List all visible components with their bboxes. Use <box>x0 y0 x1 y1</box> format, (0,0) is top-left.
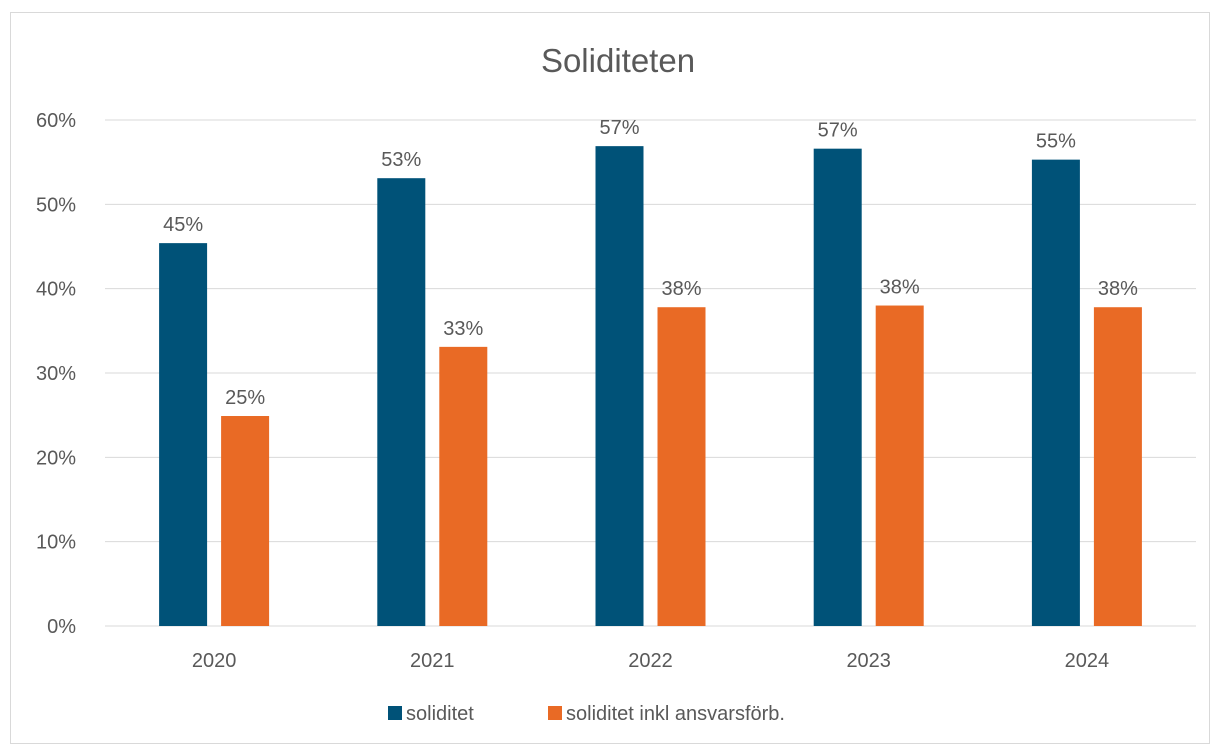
legend-label: soliditet <box>406 703 474 725</box>
bar-soliditet-inkl-2023 <box>875 305 924 626</box>
data-label: 55% <box>1036 131 1076 153</box>
bar-soliditet-inkl-2020 <box>221 416 270 626</box>
data-label: 38% <box>880 277 920 299</box>
bar-soliditet-2021 <box>377 178 426 626</box>
y-tick-label: 50% <box>36 194 76 216</box>
chart-title: Soliditeten <box>541 42 695 79</box>
y-tick-label: 0% <box>47 616 76 638</box>
data-label: 38% <box>1098 278 1138 300</box>
x-tick-label: 2024 <box>1065 650 1110 672</box>
bar-soliditet-inkl-2022 <box>657 307 706 626</box>
legend-label: soliditet inkl ansvarsförb. <box>566 703 785 725</box>
bar-series <box>159 146 1142 627</box>
y-axis-tick-labels: 0% 10% 20% 30% 40% 50% 60% <box>36 110 76 638</box>
x-axis-tick-labels: 2020 2021 2022 2023 2024 <box>192 650 1109 672</box>
legend: soliditet soliditet inkl ansvarsförb. <box>388 703 785 725</box>
bar-soliditet-inkl-2021 <box>439 346 488 626</box>
data-labels: 45% 25% 53% 33% 57% 38% 57% 38% 55% 38% <box>163 117 1138 409</box>
data-label: 53% <box>381 149 421 171</box>
y-tick-label: 60% <box>36 110 76 132</box>
x-tick-label: 2021 <box>410 650 455 672</box>
x-tick-label: 2020 <box>192 650 237 672</box>
data-label: 25% <box>225 387 265 409</box>
data-label: 57% <box>818 120 858 142</box>
bar-soliditet-2024 <box>1031 159 1080 627</box>
data-label: 38% <box>661 278 701 300</box>
bar-soliditet-2023 <box>813 148 862 626</box>
y-tick-label: 40% <box>36 279 76 301</box>
data-label: 45% <box>163 214 203 236</box>
gridlines <box>105 119 1196 627</box>
x-tick-label: 2022 <box>628 650 673 672</box>
y-tick-label: 30% <box>36 363 76 385</box>
y-tick-label: 10% <box>36 532 76 554</box>
data-label: 33% <box>443 318 483 340</box>
bar-soliditet-inkl-2024 <box>1093 307 1142 626</box>
bar-soliditet-2020 <box>159 243 208 627</box>
y-tick-label: 20% <box>36 447 76 469</box>
x-tick-label: 2023 <box>846 650 891 672</box>
data-label: 57% <box>599 117 639 139</box>
bar-soliditet-2022 <box>595 146 644 627</box>
legend-swatch <box>548 706 562 720</box>
legend-swatch <box>388 706 402 720</box>
